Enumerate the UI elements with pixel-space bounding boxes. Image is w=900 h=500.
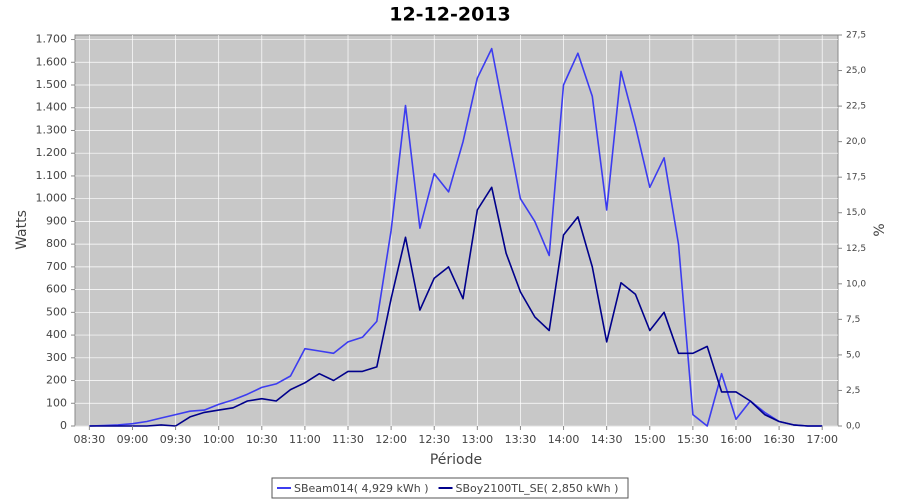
- x-tick-label: 15:00: [634, 433, 666, 446]
- plot-background: [74, 34, 839, 427]
- x-tick-label: 12:30: [418, 433, 450, 446]
- x-tick-label: 13:00: [461, 433, 493, 446]
- y2-axis-label: %: [872, 223, 888, 236]
- x-axis-label: Période: [430, 452, 482, 468]
- y-tick-label: 700: [46, 260, 67, 273]
- x-tick-label: 11:30: [332, 433, 364, 446]
- x-tick-label: 16:00: [720, 433, 752, 446]
- y2-tick-label: 15,0: [846, 208, 866, 218]
- y-tick-label: 400: [46, 328, 67, 341]
- y2-tick-label: 2,5: [846, 386, 860, 396]
- y-tick-label: 1.400: [36, 101, 68, 114]
- y-tick-label: 1.200: [36, 146, 68, 159]
- x-tick-label: 13:30: [505, 433, 537, 446]
- y2-tick-label: 0,0: [846, 422, 861, 432]
- x-tick-label: 17:00: [806, 433, 838, 446]
- y-tick-label: 800: [46, 237, 67, 250]
- y2-tick-label: 27,5: [846, 31, 866, 41]
- y2-tick-label: 7,5: [846, 315, 860, 325]
- y2-tick-label: 5,0: [846, 350, 861, 360]
- y2-tick-label: 12,5: [846, 244, 866, 254]
- y2-tick-label: 17,5: [846, 173, 866, 183]
- y-tick-label: 100: [46, 396, 67, 409]
- plot-area: [74, 34, 839, 427]
- y-tick-label: 500: [46, 305, 67, 318]
- y-tick-label: 1.300: [36, 123, 68, 136]
- x-tick-label: 16:30: [763, 433, 795, 446]
- y-tick-label: 1.000: [36, 192, 68, 205]
- legend-label: SBoy2100TL_SE( 2,850 kWh ): [456, 482, 619, 495]
- y2-tick-label: 20,0: [846, 137, 866, 147]
- x-tick-label: 15:30: [677, 433, 709, 446]
- x-tick-label: 09:30: [160, 433, 192, 446]
- y-tick-label: 1.700: [36, 33, 68, 46]
- y-tick-label: 200: [46, 374, 67, 387]
- y-tick-label: 300: [46, 351, 67, 364]
- x-tick-label: 14:00: [548, 433, 580, 446]
- series-line: [89, 186, 823, 427]
- chart-title: 12-12-2013: [389, 4, 511, 26]
- y-axis-label: Watts: [14, 210, 30, 250]
- y2-tick-label: 22,5: [846, 102, 866, 112]
- y-tick-label: 1.500: [36, 78, 68, 91]
- y-tick-label: 1.100: [36, 169, 68, 182]
- series-line: [89, 47, 823, 427]
- y-tick-label: 0: [60, 419, 67, 432]
- x-tick-label: 10:30: [246, 433, 278, 446]
- y-tick-label: 1.600: [36, 55, 68, 68]
- y2-tick-label: 25,0: [846, 66, 866, 76]
- y-tick-label: 900: [46, 214, 67, 227]
- x-tick-label: 12:00: [375, 433, 407, 446]
- x-tick-label: 14:30: [591, 433, 623, 446]
- y2-tick-label: 10,0: [846, 279, 866, 289]
- x-tick-label: 11:00: [289, 433, 321, 446]
- legend-label: SBeam014( 4,929 kWh ): [294, 482, 429, 495]
- x-tick-label: 09:00: [117, 433, 149, 446]
- x-tick-label: 08:30: [74, 433, 106, 446]
- y-tick-label: 600: [46, 283, 67, 296]
- x-tick-label: 10:00: [203, 433, 235, 446]
